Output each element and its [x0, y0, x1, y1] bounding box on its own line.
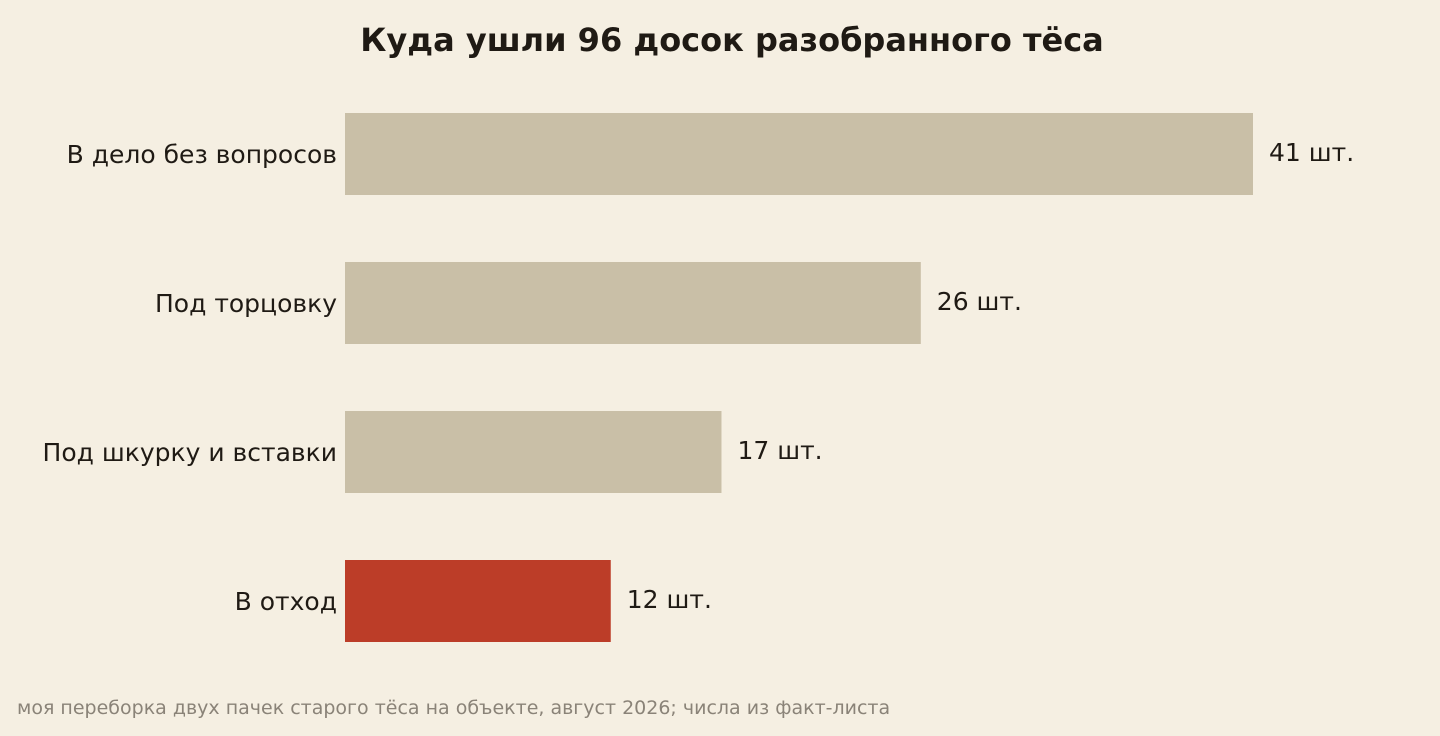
category-label-0: В дело без вопросов: [67, 140, 337, 169]
bar-1: [345, 262, 921, 344]
source-note: моя переборка двух пачек старого тёса на…: [17, 697, 890, 719]
chart-title: Куда ушли 96 досок разобранного тёса: [360, 21, 1104, 59]
value-label-3: 12 шт.: [627, 585, 712, 614]
value-label-0: 41 шт.: [1269, 138, 1354, 167]
category-label-2: Под шкурку и вставки: [43, 438, 337, 467]
category-label-3: В отход: [235, 587, 337, 616]
value-label-1: 26 шт.: [937, 287, 1022, 316]
category-label-1: Под торцовку: [155, 289, 337, 318]
bar-0: [345, 113, 1253, 195]
bars-layer: В дело без вопросов 41 шт. Под торцовку 26 …: [43, 113, 1354, 642]
bar-2: [345, 411, 722, 493]
value-label-2: 17 шт.: [737, 436, 822, 465]
bar-3: [345, 560, 611, 642]
